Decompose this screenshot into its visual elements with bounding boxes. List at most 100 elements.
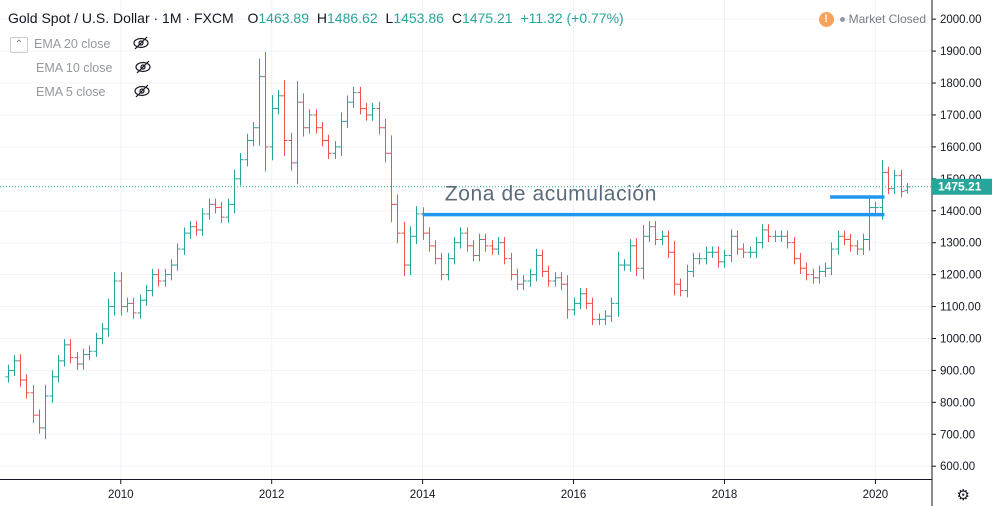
ohlc-bar (256, 58, 263, 146)
ohlc-bar (854, 240, 861, 255)
ohlc-bar (105, 298, 112, 337)
ohlc-bar (99, 323, 106, 345)
last-price-tag-label: 1475.21 (938, 180, 982, 194)
ohlc-bar (288, 132, 295, 171)
ohlc-bar (816, 265, 823, 284)
ohlc-bar (696, 252, 703, 265)
ohlc-bar (445, 252, 452, 281)
ohlc-bar (558, 272, 565, 290)
ohlc-bar (130, 297, 137, 319)
ohlc-bar (703, 246, 710, 265)
eye-hidden-icon[interactable] (133, 84, 151, 101)
ohlc-bar (872, 201, 879, 214)
time-axis: 2010 2012 2014 2016 2018 2020 (108, 479, 888, 501)
ohlc-bar (363, 102, 370, 121)
ohlc-bar (199, 208, 206, 236)
gear-icon[interactable]: ⚙ (956, 487, 970, 504)
ohlc-bar (866, 196, 873, 251)
ohlc-bar (382, 118, 389, 163)
close-label: C (451, 10, 462, 26)
eye-hidden-icon[interactable] (132, 36, 150, 53)
ohlc-bar (338, 112, 345, 156)
ohlc-bar (715, 246, 722, 268)
ohlc-bar (589, 297, 596, 326)
ohlc-bar (482, 233, 489, 252)
ohlc-bar (42, 384, 49, 440)
ohlc-bar (778, 230, 785, 243)
ohlc-bar (237, 152, 244, 186)
ohlc-bar (772, 230, 779, 243)
ohlc-bar (350, 86, 357, 108)
ohlc-bar (690, 252, 697, 278)
ohlc-bar (49, 370, 56, 403)
ohlc-bar (250, 121, 257, 147)
ohlc-bar (514, 268, 521, 290)
time-tick-label: 2014 (410, 489, 436, 501)
collapse-chevron-icon[interactable]: ⌃ (10, 36, 28, 53)
accumulation-zone-lines (422, 195, 885, 217)
ohlc-bar (319, 121, 326, 147)
ohlc-bar (684, 264, 691, 298)
indicator-ema20[interactable]: ⌃ EMA 20 close (10, 36, 150, 53)
ohlc-bar (244, 133, 251, 167)
ohlc-bar (533, 248, 540, 282)
ohlc-bar (545, 265, 552, 287)
ohlc-bar (457, 227, 464, 249)
ohlc-bar (438, 252, 445, 281)
market-status-label: Market Closed (848, 12, 926, 26)
ohlc-bar (841, 230, 848, 246)
ohlc-bar (168, 259, 175, 281)
ohlc-bar (577, 288, 584, 310)
indicator-ema5[interactable]: EMA 5 close (36, 84, 151, 101)
ohlc-bar (413, 206, 420, 245)
ohlc-bar (784, 230, 791, 249)
ohlc-bar (30, 384, 37, 423)
warning-icon[interactable]: ! (818, 12, 834, 28)
ohlc-bar (791, 236, 798, 265)
ohlc-bar (155, 268, 162, 287)
eye-hidden-icon[interactable] (134, 60, 152, 77)
ohlc-bar (652, 220, 659, 246)
ohlc-bar (61, 339, 68, 367)
low-label: L (385, 10, 394, 26)
ohlc-bar (67, 339, 74, 364)
ohlc-bar (527, 268, 534, 287)
price-tick-label: 1000.00 (940, 333, 982, 345)
ohlc-bar (225, 198, 232, 223)
ohlc-bar (470, 240, 477, 262)
ohlc-bar (149, 268, 156, 297)
ohlc-bar (891, 169, 898, 195)
ohlc-bar (294, 80, 301, 185)
ohlc-bar (904, 183, 911, 194)
ohlc-bar (162, 268, 169, 287)
ohlc-bar (571, 297, 578, 316)
ohlc-bar (615, 251, 622, 317)
indicator-label: EMA 10 close (36, 60, 113, 75)
ohlc-bar (181, 227, 188, 255)
ohlc-bar (313, 109, 320, 134)
ohlc-bar (810, 268, 817, 284)
symbol-title[interactable]: Gold Spot / U.S. Dollar · 1M · FXCM (8, 10, 234, 26)
price-tick-label: 1300.00 (940, 238, 982, 250)
ohlc-bar (709, 246, 716, 259)
price-tick-label: 600.00 (940, 461, 975, 473)
ohlc-bar (300, 93, 307, 137)
ohlc-bar (17, 354, 24, 387)
ohlc-bar (898, 169, 905, 198)
ohlc-bar (344, 95, 351, 129)
ohlc-bar (495, 236, 502, 255)
market-status[interactable]: ! Market Closed (818, 12, 926, 28)
ohlc-bar (734, 230, 741, 255)
ohlc-bar (539, 249, 546, 278)
ohlc-bar (476, 233, 483, 262)
ohlc-bar (206, 198, 213, 220)
ohlc-bar (325, 134, 332, 160)
ohlc-bar (401, 221, 408, 277)
ohlc-bar (721, 249, 728, 268)
indicator-ema10[interactable]: EMA 10 close (36, 60, 152, 77)
ohlc-bar (187, 220, 194, 239)
ohlc-bar (432, 240, 439, 265)
open-label: O (247, 10, 259, 26)
ohlc-bar (627, 239, 634, 272)
